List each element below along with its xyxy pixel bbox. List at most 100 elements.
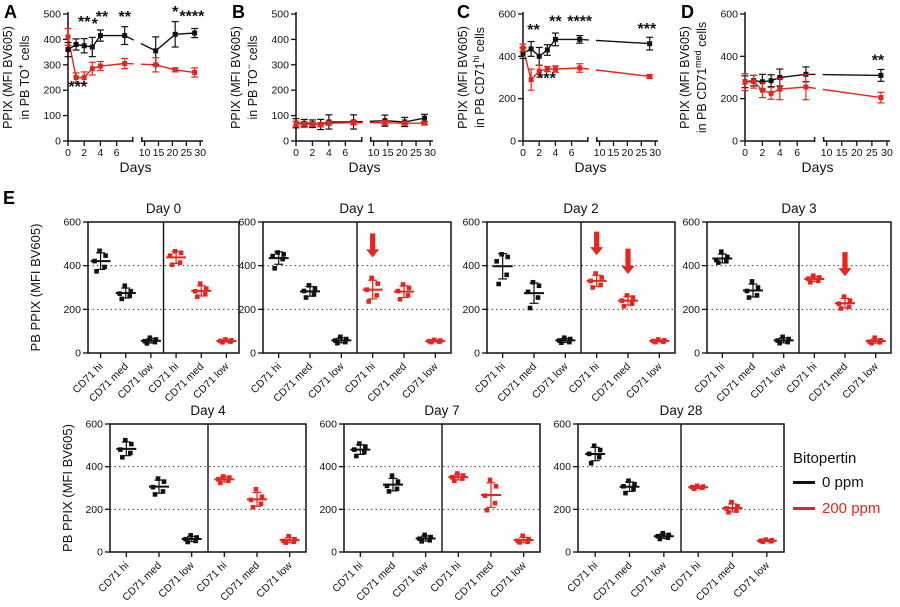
svg-text:10: 10 xyxy=(139,147,151,159)
svg-text:0: 0 xyxy=(742,147,748,159)
svg-text:0: 0 xyxy=(75,348,81,360)
svg-text:20: 20 xyxy=(622,147,634,159)
svg-text:10: 10 xyxy=(821,147,833,159)
svg-text:4: 4 xyxy=(552,147,558,159)
svg-text:6: 6 xyxy=(794,147,800,159)
svg-text:**: ** xyxy=(118,9,131,26)
legend-entry-0ppm: 0 ppm xyxy=(793,474,899,491)
svg-text:25: 25 xyxy=(410,147,422,159)
svg-text:0: 0 xyxy=(520,147,526,159)
svg-text:****: **** xyxy=(567,14,593,31)
svg-text:400: 400 xyxy=(271,34,289,46)
svg-text:400: 400 xyxy=(63,260,81,272)
svg-text:6: 6 xyxy=(569,147,575,159)
svg-text:0: 0 xyxy=(732,136,738,148)
svg-text:CD71 low: CD71 low xyxy=(488,559,529,600)
svg-text:0: 0 xyxy=(97,547,103,559)
panel-label-a: A xyxy=(4,2,17,22)
svg-text:100: 100 xyxy=(271,110,289,122)
svg-text:***: *** xyxy=(638,21,657,38)
svg-text:200: 200 xyxy=(238,304,256,316)
legend-line-swatch-200ppm xyxy=(793,507,815,510)
svg-text:PPIX (MFI BV605): PPIX (MFI BV605) xyxy=(1,26,15,129)
svg-text:Days: Days xyxy=(349,159,381,175)
svg-text:Days: Days xyxy=(120,159,152,175)
legend-entry-200ppm: 200 ppm xyxy=(793,500,899,517)
svg-text:200: 200 xyxy=(85,504,103,516)
svg-text:0: 0 xyxy=(55,136,61,148)
svg-text:300: 300 xyxy=(271,59,289,71)
svg-text:2: 2 xyxy=(310,147,316,159)
svg-text:20: 20 xyxy=(851,147,863,159)
svg-text:4: 4 xyxy=(777,147,783,159)
svg-text:0: 0 xyxy=(510,136,516,148)
svg-text:400: 400 xyxy=(682,260,700,272)
svg-text:600: 600 xyxy=(238,217,256,229)
svg-text:0: 0 xyxy=(565,547,571,559)
svg-text:15: 15 xyxy=(608,147,620,159)
svg-text:500: 500 xyxy=(43,9,61,21)
svg-text:CD71 low: CD71 low xyxy=(628,559,669,600)
svg-text:CD71 low: CD71 low xyxy=(156,559,197,600)
svg-text:**: ** xyxy=(872,53,885,70)
svg-text:0: 0 xyxy=(250,348,256,360)
svg-text:0: 0 xyxy=(283,136,289,148)
svg-text:2: 2 xyxy=(759,147,765,159)
svg-text:400: 400 xyxy=(43,34,61,46)
svg-text:400: 400 xyxy=(553,461,571,473)
svg-text:25: 25 xyxy=(635,147,647,159)
svg-text:CD71 low: CD71 low xyxy=(731,559,772,600)
svg-text:2: 2 xyxy=(536,147,542,159)
svg-text:0: 0 xyxy=(694,348,700,360)
panel-label-c: C xyxy=(457,2,470,22)
svg-text:Day 7: Day 7 xyxy=(424,405,459,418)
svg-text:6: 6 xyxy=(342,147,348,159)
svg-text:500: 500 xyxy=(271,9,289,21)
svg-text:200: 200 xyxy=(319,504,337,516)
svg-text:30: 30 xyxy=(194,147,206,159)
svg-text:30: 30 xyxy=(649,147,661,159)
svg-text:PB PPIX (MFI BV605): PB PPIX (MFI BV605) xyxy=(28,224,43,352)
svg-text:200: 200 xyxy=(43,85,61,97)
svg-text:Day 4: Day 4 xyxy=(190,405,226,418)
svg-text:****: **** xyxy=(179,9,205,26)
svg-text:0: 0 xyxy=(474,348,480,360)
svg-text:25: 25 xyxy=(866,147,878,159)
svg-text:Days: Days xyxy=(802,159,834,175)
svg-text:0: 0 xyxy=(331,547,337,559)
svg-text:200: 200 xyxy=(553,504,571,516)
svg-text:600: 600 xyxy=(63,217,81,229)
svg-text:Day 3: Day 3 xyxy=(781,201,816,216)
svg-text:4: 4 xyxy=(97,147,103,159)
svg-text:20: 20 xyxy=(167,147,179,159)
legend-label-200ppm: 200 ppm xyxy=(822,500,881,517)
svg-text:**: ** xyxy=(549,14,562,31)
svg-text:Day 1: Day 1 xyxy=(339,201,374,216)
svg-text:600: 600 xyxy=(682,217,700,229)
svg-text:400: 400 xyxy=(462,260,480,272)
svg-text:in PB CD71med cells: in PB CD71med cells xyxy=(693,22,709,133)
svg-text:200: 200 xyxy=(498,93,516,105)
svg-text:CD71 low: CD71 low xyxy=(390,559,431,600)
svg-text:200: 200 xyxy=(682,304,700,316)
legend-line-swatch-0ppm xyxy=(793,481,815,484)
panel-label-e: E xyxy=(3,188,16,208)
svg-text:25: 25 xyxy=(180,147,192,159)
svg-text:600: 600 xyxy=(319,419,337,431)
panel-label-d: D xyxy=(681,2,694,22)
svg-text:200: 200 xyxy=(271,85,289,97)
legend-label-0ppm: 0 ppm xyxy=(822,474,864,491)
svg-text:in PB CD71hi cells: in PB CD71hi cells xyxy=(471,27,487,128)
svg-text:15: 15 xyxy=(836,147,848,159)
panel-label-b: B xyxy=(232,2,245,22)
svg-text:4: 4 xyxy=(326,147,332,159)
svg-text:200: 200 xyxy=(462,304,480,316)
